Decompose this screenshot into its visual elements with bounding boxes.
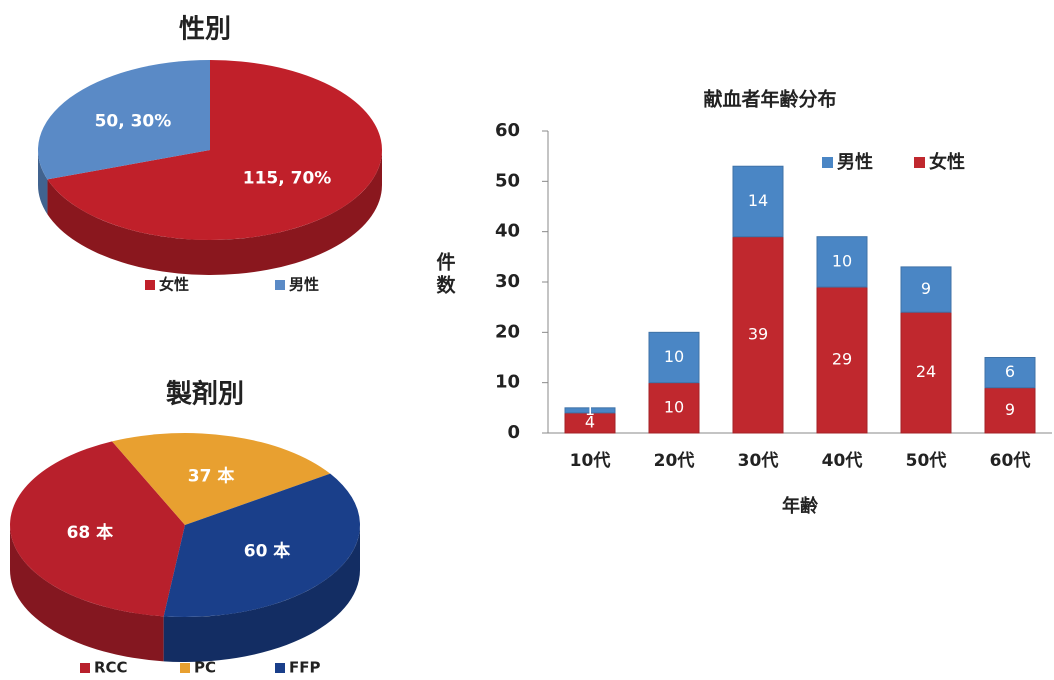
legend-label: PC (194, 659, 216, 677)
data-label: 24 (916, 362, 936, 381)
legend-swatch (914, 157, 925, 168)
bar (816, 236, 868, 288)
legend-swatch (275, 280, 285, 290)
legend-label: 男性 (837, 151, 873, 173)
data-label: 37 本 (188, 465, 235, 486)
legend-label: 女性 (929, 151, 965, 173)
y-tick-label: 20 (495, 321, 520, 342)
x-tick-label: 50代 (906, 450, 947, 471)
legend-swatch (180, 663, 190, 673)
pie-side (38, 150, 48, 215)
data-label: 1 (585, 400, 595, 419)
bar (732, 165, 784, 238)
data-label: 6 (1005, 362, 1015, 381)
legend-label: 女性 (159, 276, 189, 294)
y-axis-title: 件数 (434, 251, 456, 298)
bar (732, 236, 784, 434)
y-tick-label: 10 (495, 372, 520, 393)
pie-side (47, 150, 383, 275)
chart-title: 献血者年齢分布 (703, 88, 836, 111)
data-label: 10 (664, 347, 684, 366)
bar (900, 311, 952, 434)
x-tick-label: 20代 (654, 450, 695, 471)
data-label: 29 (832, 350, 852, 369)
data-label: 39 (748, 324, 768, 343)
data-label: 115, 70% (243, 169, 332, 189)
bar (564, 407, 616, 414)
y-tick-label: 40 (495, 221, 520, 242)
pie-slice (112, 433, 331, 525)
data-label: 50, 30% (95, 111, 172, 131)
x-tick-label: 30代 (738, 450, 779, 471)
data-label: 4 (585, 412, 595, 431)
data-label: 9 (921, 279, 931, 298)
bar (648, 331, 700, 384)
bar (900, 266, 952, 313)
data-label: 68 本 (67, 522, 114, 543)
legend-swatch (80, 663, 90, 673)
y-tick-label: 50 (495, 170, 520, 191)
pie-slice (10, 441, 185, 617)
pie-slice (38, 60, 210, 180)
data-label: 10 (664, 397, 684, 416)
data-label: 14 (748, 191, 768, 210)
bar (816, 286, 868, 434)
y-tick-label: 0 (507, 422, 520, 443)
bar (648, 382, 700, 434)
data-label: 10 (832, 251, 852, 270)
legend-swatch (145, 280, 155, 290)
bar (984, 357, 1036, 389)
pie-side (10, 525, 164, 662)
legend-label: RCC (94, 659, 128, 677)
legend-label: 男性 (289, 276, 319, 294)
legend-label: FFP (289, 659, 321, 677)
x-tick-label: 40代 (822, 450, 863, 471)
pie-side (163, 525, 360, 663)
bar (984, 387, 1036, 434)
legend-swatch (275, 663, 285, 673)
pie-slice (47, 60, 382, 240)
legend-swatch (822, 157, 833, 168)
x-axis-title: 年齢 (782, 495, 819, 517)
chart-title: 性別 (179, 15, 231, 45)
x-tick-label: 60代 (990, 450, 1031, 471)
data-label: 60 本 (244, 540, 291, 561)
data-label: 9 (1005, 400, 1015, 419)
chart-title: 製剤別 (166, 379, 244, 410)
pie-slice (163, 473, 360, 617)
y-tick-label: 30 (495, 271, 520, 292)
y-tick-label: 60 (495, 120, 520, 141)
x-tick-label: 10代 (570, 450, 611, 471)
